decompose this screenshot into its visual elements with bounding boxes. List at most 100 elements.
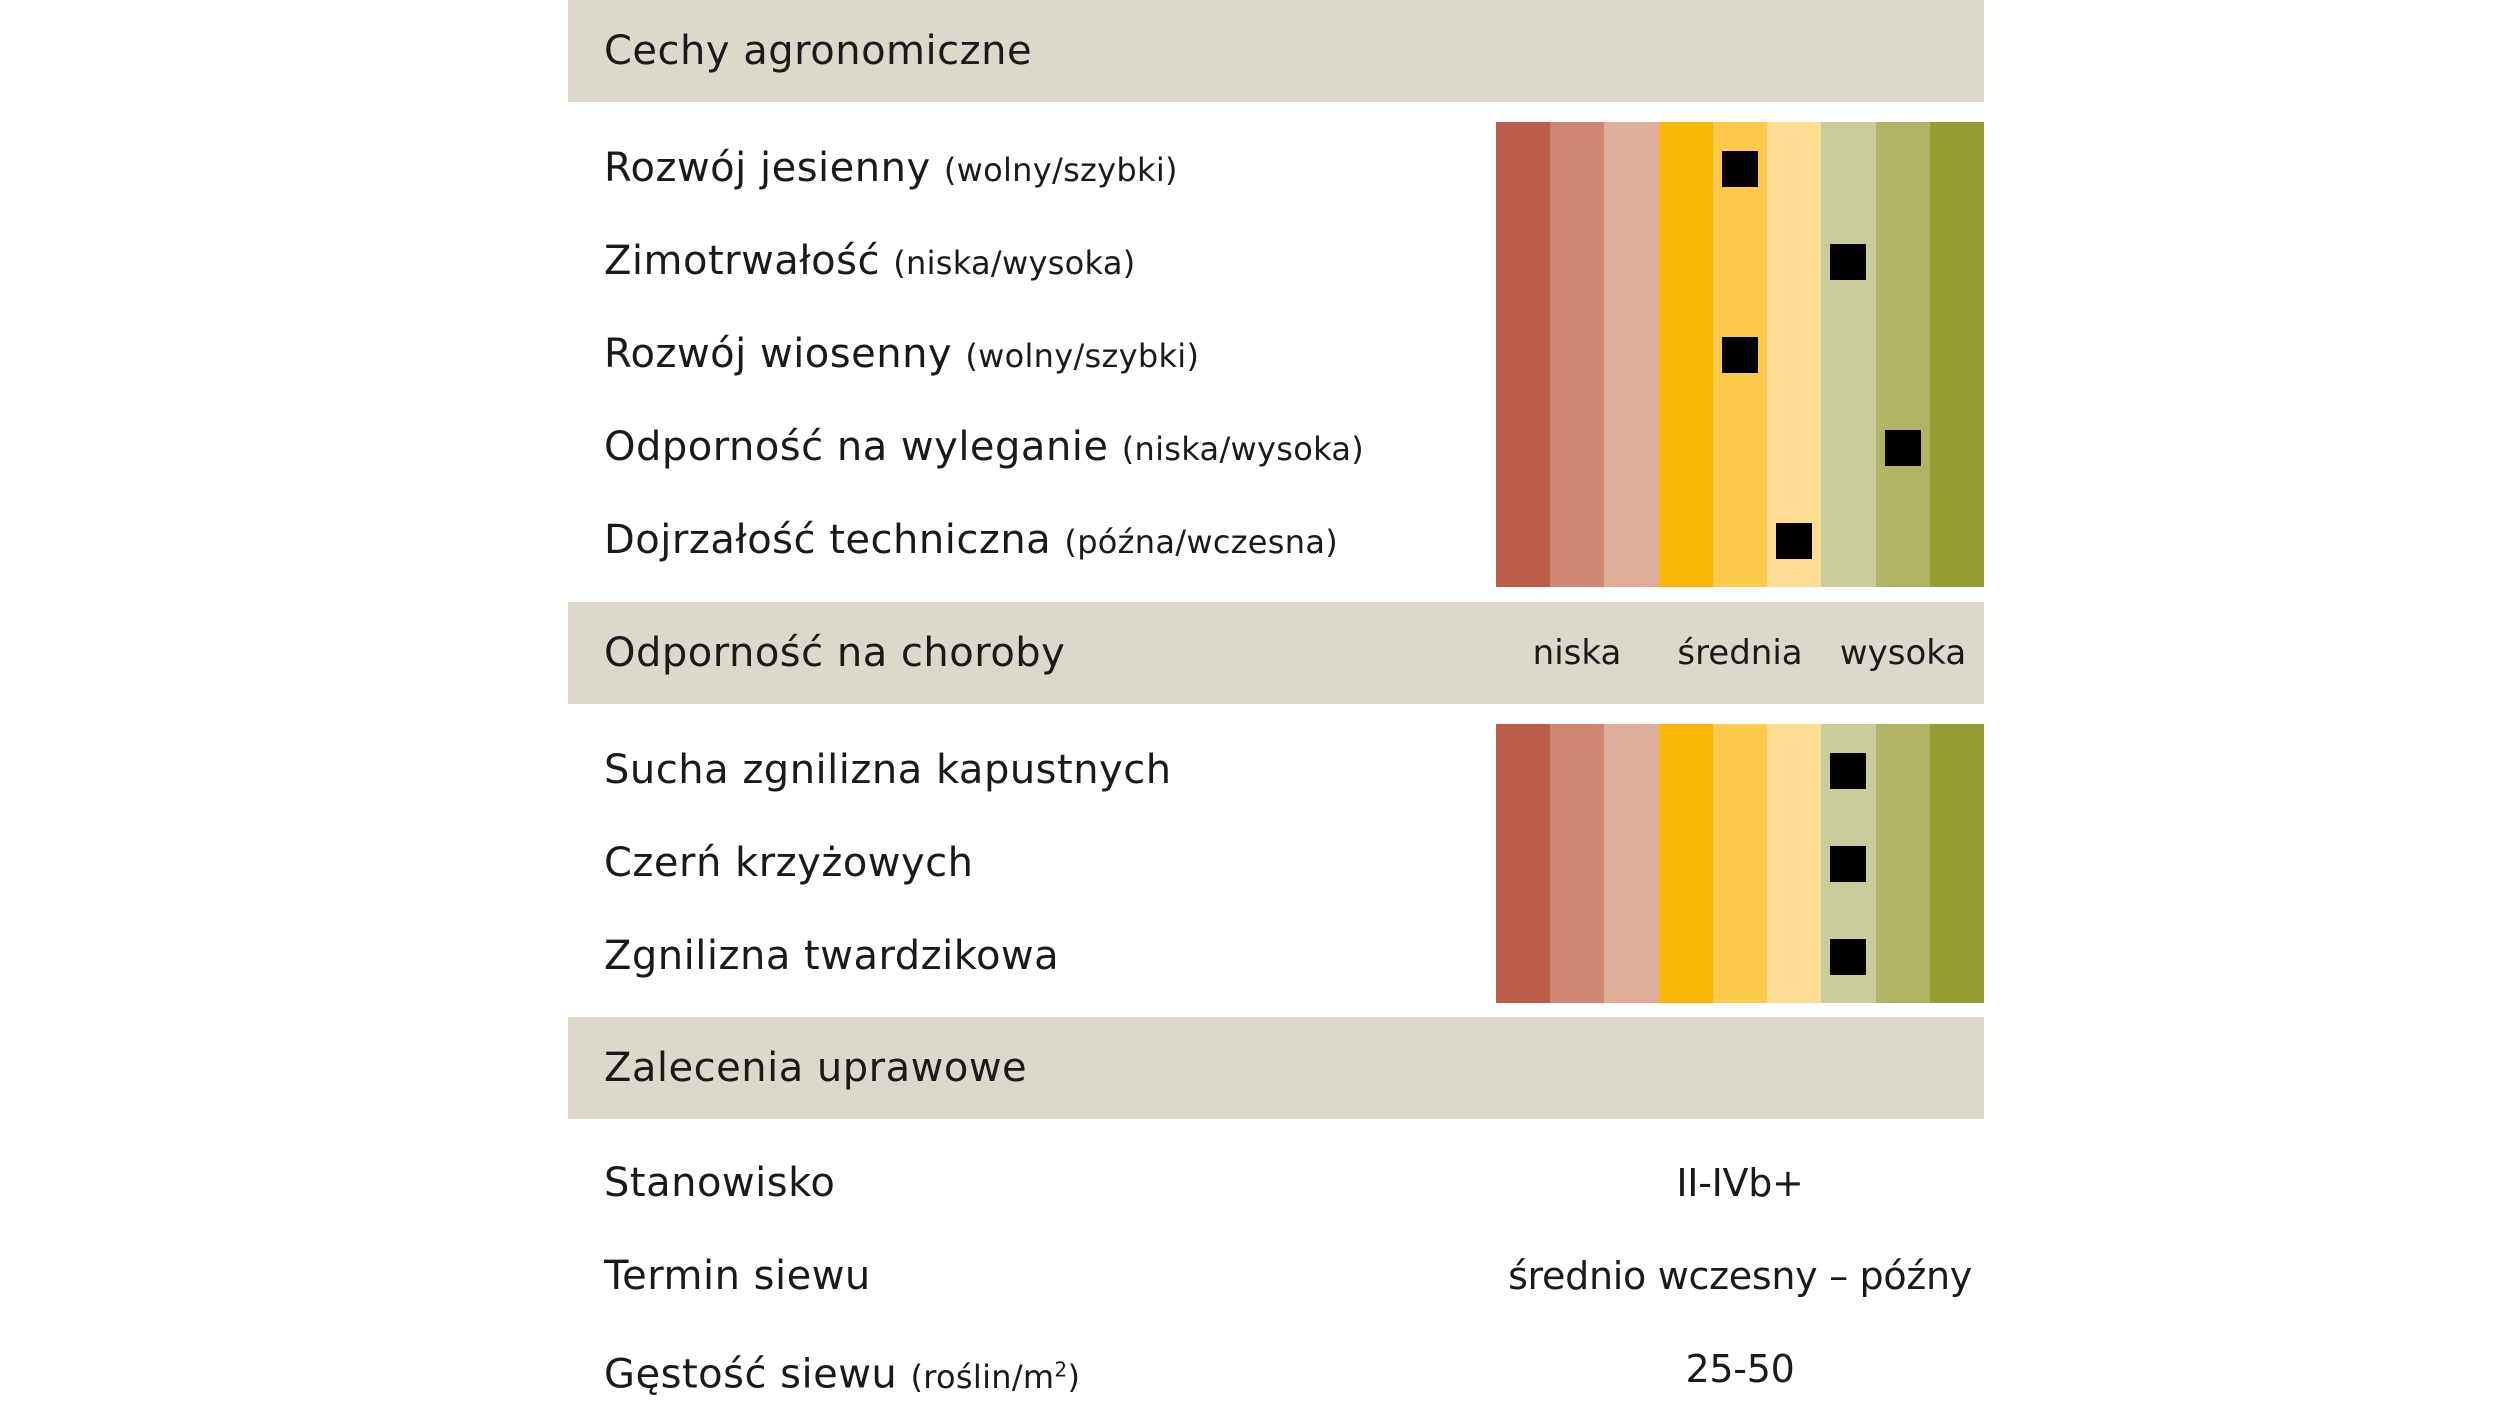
scale-cell-8 — [1875, 308, 1930, 401]
scale-cell-6 — [1767, 817, 1822, 910]
scale-cell-1 — [1496, 401, 1551, 494]
scale-cell-7 — [1821, 308, 1876, 401]
scale-cell-2 — [1550, 817, 1605, 910]
scale-cell-2 — [1550, 215, 1605, 308]
rating-marker — [1884, 429, 1921, 466]
scale-cell-3 — [1604, 401, 1659, 494]
trait-row-winter-hardiness: Zimotrwałość (niska/wysoka) — [568, 215, 1984, 308]
scale-cell-7 — [1821, 494, 1876, 587]
scale-cell-4 — [1658, 308, 1713, 401]
scale-cell-3 — [1604, 215, 1659, 308]
scale-cell-3 — [1604, 122, 1659, 215]
scale-cell-9 — [1929, 215, 1984, 308]
scale-cell-7 — [1821, 724, 1876, 817]
rating-scale — [1496, 122, 1984, 215]
trait-row-spring-development: Rozwój wiosenny (wolny/szybki) — [568, 308, 1984, 401]
rating-scale — [1496, 724, 1984, 817]
scale-cell-6 — [1767, 215, 1822, 308]
disease-label: Zgnilizna twardzikowa — [604, 933, 1060, 979]
trait-row-autumn-development: Rozwój jesienny (wolny/szybki) — [568, 122, 1984, 215]
scale-cell-1 — [1496, 308, 1551, 401]
scale-cell-8 — [1875, 401, 1930, 494]
scale-cell-9 — [1929, 122, 1984, 215]
scale-cell-6 — [1767, 401, 1822, 494]
scale-cell-5 — [1712, 494, 1768, 587]
scale-cell-1 — [1496, 122, 1551, 215]
cultivation-label: Gęstość siewu (roślin/m2) — [604, 1351, 1081, 1398]
scale-cell-2 — [1550, 122, 1605, 215]
scale-cell-8 — [1875, 122, 1930, 215]
scale-cell-3 — [1604, 308, 1659, 401]
disease-label: Czerń krzyżowych — [604, 840, 974, 886]
rating-scale — [1496, 494, 1984, 587]
disease-row-phoma: Sucha zgnilizna kapustnych — [568, 724, 1984, 817]
cultivation-row-sowing-density: Gęstość siewu (roślin/m2) 25-50 — [568, 1323, 1984, 1416]
scale-cell-7 — [1821, 215, 1876, 308]
rating-marker — [1830, 845, 1867, 882]
rating-marker — [1721, 336, 1758, 373]
section-header-cultivation: Zalecenia uprawowe — [568, 1017, 1984, 1119]
trait-label: Odporność na wyleganie (niska/wysoka) — [604, 424, 1365, 470]
cultivation-row-sowing-date: Termin siewu średnio wczesny – późny — [568, 1230, 1984, 1323]
trait-label: Rozwój jesienny (wolny/szybki) — [604, 145, 1178, 191]
disease-row-alternaria: Czerń krzyżowych — [568, 817, 1984, 910]
scale-cell-4 — [1658, 817, 1713, 910]
cultivation-value: średnio wczesny – późny — [1508, 1254, 1972, 1298]
scale-cell-9 — [1929, 401, 1984, 494]
trait-hint: (niska/wysoka) — [893, 244, 1136, 282]
cultivation-label: Stanowisko — [604, 1160, 836, 1206]
cultivation-label: Termin siewu — [604, 1253, 871, 1299]
trait-label: Zimotrwałość (niska/wysoka) — [604, 238, 1136, 284]
scale-cell-9 — [1929, 494, 1984, 587]
scale-cell-2 — [1550, 910, 1605, 1003]
scale-cell-8 — [1875, 494, 1930, 587]
scale-cell-3 — [1604, 817, 1659, 910]
scale-cell-5 — [1712, 215, 1768, 308]
scale-cell-6 — [1767, 122, 1822, 215]
cultivation-value: 25-50 — [1685, 1347, 1795, 1391]
scale-cell-7 — [1821, 401, 1876, 494]
rating-marker — [1776, 522, 1813, 559]
disease-row-sclerotinia: Zgnilizna twardzikowa — [568, 910, 1984, 1003]
trait-label: Rozwój wiosenny (wolny/szybki) — [604, 331, 1200, 377]
scale-cell-3 — [1604, 910, 1659, 1003]
scale-cell-1 — [1496, 817, 1551, 910]
scale-cell-1 — [1496, 494, 1551, 587]
section-title: Odporność na choroby — [604, 630, 1066, 676]
trait-hint: (wolny/szybki) — [965, 337, 1200, 375]
scale-cell-2 — [1550, 308, 1605, 401]
scale-cell-5 — [1712, 910, 1768, 1003]
section-header-disease: Odporność na choroby niska średnia wysok… — [568, 602, 1984, 704]
trait-row-technical-maturity: Dojrzałość techniczna (późna/wczesna) — [568, 494, 1984, 587]
scale-cell-8 — [1875, 817, 1930, 910]
scale-cell-1 — [1496, 910, 1551, 1003]
trait-label: Dojrzałość techniczna (późna/wczesna) — [604, 517, 1339, 563]
scale-cell-8 — [1875, 910, 1930, 1003]
scale-cell-2 — [1550, 494, 1605, 587]
scale-cell-5 — [1712, 817, 1768, 910]
scale-cell-5 — [1712, 122, 1768, 215]
rating-marker — [1830, 752, 1867, 789]
scale-legend: niska średnia wysoka — [1496, 602, 1984, 704]
trait-hint: (późna/wczesna) — [1064, 523, 1339, 561]
scale-cell-9 — [1929, 910, 1984, 1003]
disease-label: Sucha zgnilizna kapustnych — [604, 747, 1172, 793]
scale-cell-1 — [1496, 724, 1551, 817]
scale-cell-9 — [1929, 724, 1984, 817]
trait-hint: (niska/wysoka) — [1121, 430, 1365, 468]
scale-label-high: wysoka — [1839, 633, 1967, 673]
scale-cell-4 — [1658, 494, 1713, 587]
scale-cell-4 — [1658, 215, 1713, 308]
section-title: Cechy agronomiczne — [604, 28, 1033, 74]
scale-cell-8 — [1875, 215, 1930, 308]
scale-cell-6 — [1767, 724, 1822, 817]
scale-cell-7 — [1821, 910, 1876, 1003]
rating-marker — [1830, 243, 1867, 280]
section-title: Zalecenia uprawowe — [604, 1045, 1028, 1091]
rating-scale — [1496, 308, 1984, 401]
scale-cell-4 — [1658, 910, 1713, 1003]
scale-cell-9 — [1929, 308, 1984, 401]
scale-cell-5 — [1712, 401, 1768, 494]
scale-cell-3 — [1604, 494, 1659, 587]
scale-cell-7 — [1821, 817, 1876, 910]
